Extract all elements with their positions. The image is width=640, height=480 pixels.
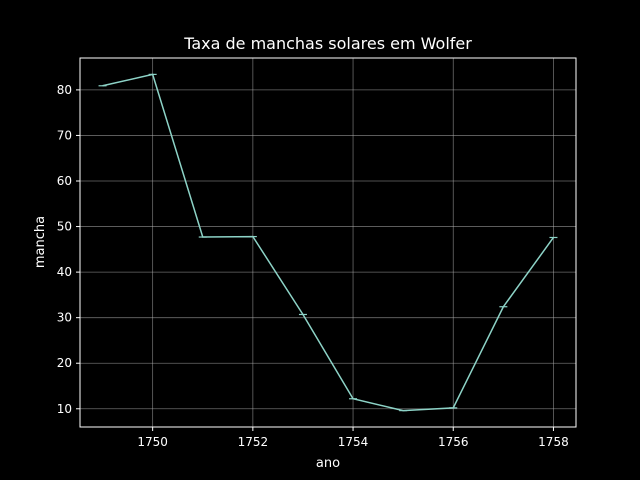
x-tick-label: 1756 [438,435,469,449]
y-tick-label: 40 [57,265,72,279]
y-tick-label: 50 [57,220,72,234]
x-tick-label: 1758 [538,435,569,449]
y-tick-label: 20 [57,356,72,370]
y-tick-label: 70 [57,128,72,142]
y-tick-label: 10 [57,402,72,416]
chart-title: Taxa de manchas solares em Wolfer [183,34,472,53]
grid [80,58,576,427]
series-line [102,73,555,412]
y-tick-label: 60 [57,174,72,188]
series-layer [98,73,558,412]
y-axis: 10 20 30 40 50 60 70 80 [57,83,80,416]
x-axis: 1750 1752 1754 1756 1758 [137,427,569,449]
y-axis-label: mancha [33,216,48,268]
x-tick-label: 1752 [238,435,269,449]
x-tick-label: 1750 [137,435,168,449]
y-tick-label: 80 [57,83,72,97]
y-tick-label: 30 [57,311,72,325]
x-tick-label: 1754 [338,435,369,449]
x-axis-label: ano [316,456,340,471]
plot-frame [79,57,577,428]
